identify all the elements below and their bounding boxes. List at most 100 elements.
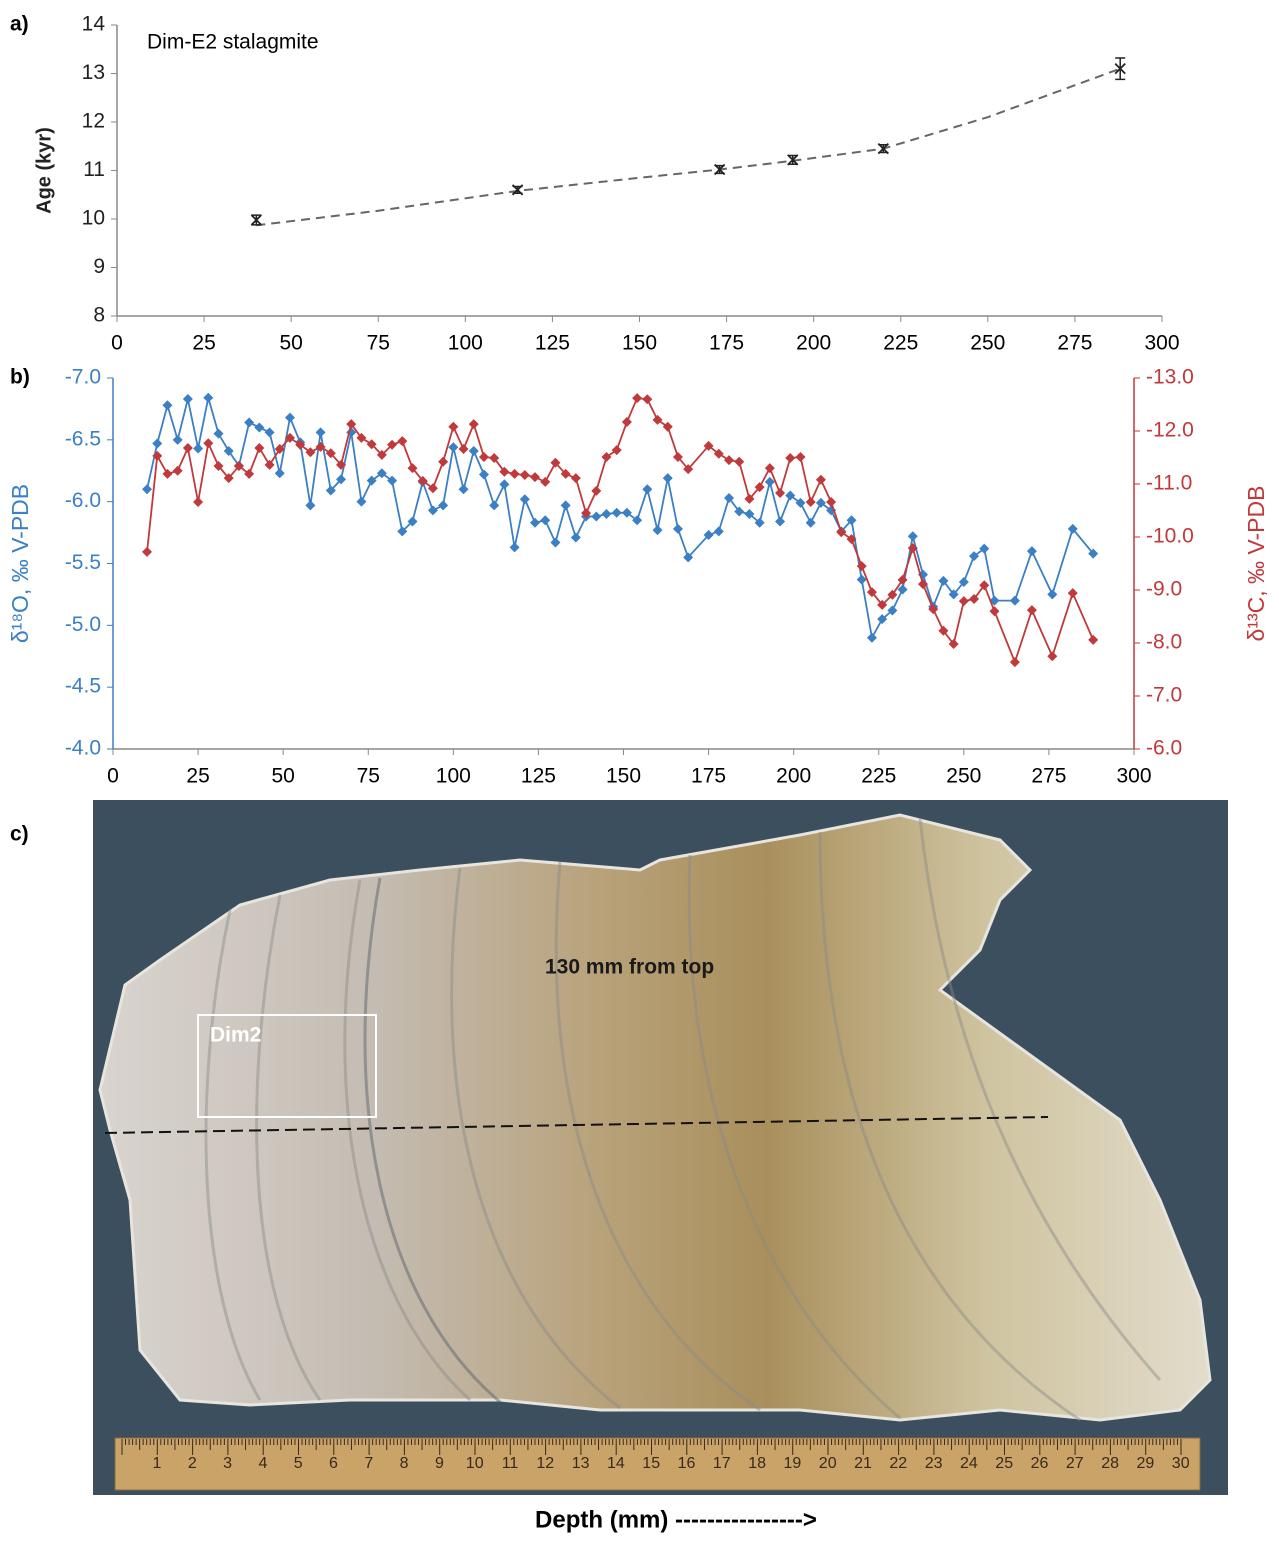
point <box>826 497 836 507</box>
x-tick-label: 0 <box>107 765 119 788</box>
point <box>183 394 193 404</box>
point <box>591 486 601 496</box>
point <box>459 484 469 494</box>
point <box>908 531 918 541</box>
y2-tick-label: -8.0 <box>1146 631 1182 654</box>
x-tick-label: 25 <box>186 765 209 788</box>
point <box>162 400 172 410</box>
point <box>601 509 611 519</box>
point <box>448 442 458 452</box>
point <box>356 497 366 507</box>
point <box>765 463 775 473</box>
y-tick-label: 13 <box>82 61 105 84</box>
ruler-label: 18 <box>748 1455 766 1472</box>
y2-axis-label: δ¹³C, ‰ V-PDB <box>1243 486 1269 642</box>
point <box>520 494 530 504</box>
x-tick-label: 250 <box>946 765 981 788</box>
point <box>612 508 622 518</box>
point <box>203 438 213 448</box>
point <box>479 452 489 462</box>
point <box>1068 588 1078 598</box>
y2-tick-label: -13.0 <box>1146 366 1194 389</box>
figure: Dim2 130 mm from top 1234567891011121314… <box>0 0 1279 1537</box>
point <box>499 479 509 489</box>
point <box>479 469 489 479</box>
ruler-label: 11 <box>502 1455 519 1472</box>
y-tick-label: 8 <box>93 304 105 327</box>
trend-line <box>256 69 1120 226</box>
point <box>142 547 152 557</box>
panel-label: b) <box>10 366 30 389</box>
point <box>816 475 826 485</box>
x-tick-label: 25 <box>192 332 215 355</box>
point <box>489 500 499 510</box>
ruler-label: 9 <box>435 1455 444 1472</box>
y-tick-label: 9 <box>93 255 105 278</box>
x-tick-label: 125 <box>535 332 570 355</box>
x-tick-label: 200 <box>776 765 811 788</box>
y-tick-label: 14 <box>82 13 106 36</box>
point <box>520 470 530 480</box>
point <box>428 505 438 515</box>
x-tick-label: 200 <box>796 332 831 355</box>
point <box>653 415 663 425</box>
y-tick-label: -6.0 <box>65 489 101 512</box>
point <box>673 524 683 534</box>
point <box>601 452 611 462</box>
point <box>795 452 805 462</box>
point <box>285 413 295 423</box>
ruler-label: 25 <box>995 1455 1013 1472</box>
y-axis-label: Age (kyr) <box>33 127 55 214</box>
point <box>469 419 479 429</box>
ruler-label: 3 <box>223 1455 232 1472</box>
point <box>571 473 581 483</box>
x-tick-label: 100 <box>436 765 471 788</box>
point <box>530 472 540 482</box>
point <box>214 429 224 439</box>
x-tick-label: 75 <box>367 332 390 355</box>
point <box>459 444 469 454</box>
point <box>806 497 816 507</box>
ruler-label: 26 <box>1031 1455 1049 1472</box>
point <box>193 497 203 507</box>
point <box>244 418 254 428</box>
page: {"chart_data": [ {"type": "scatter", "pa… <box>0 0 1279 1537</box>
point <box>162 469 172 479</box>
point <box>438 500 448 510</box>
ruler-label: 16 <box>678 1455 696 1472</box>
point <box>785 453 795 463</box>
y-tick-label: -4.0 <box>65 737 101 760</box>
ruler-label: 4 <box>258 1455 267 1472</box>
ruler-label: 22 <box>889 1455 907 1472</box>
annotation: 130 mm from top <box>545 956 714 979</box>
ruler-label: 27 <box>1066 1455 1084 1472</box>
y-tick-label: 12 <box>82 110 105 133</box>
point <box>642 484 652 494</box>
x-tick-label: 0 <box>111 332 123 355</box>
point <box>571 533 581 543</box>
ruler-label: 14 <box>607 1455 625 1472</box>
panel-label: c) <box>10 823 29 846</box>
point <box>1088 635 1098 645</box>
point <box>173 435 183 445</box>
y-tick-label: -4.5 <box>65 675 101 698</box>
point <box>316 427 326 437</box>
ruler-label: 8 <box>400 1455 409 1472</box>
point <box>1027 546 1037 556</box>
y-tick-label: -6.5 <box>65 427 101 450</box>
ruler-label: 5 <box>294 1455 303 1472</box>
ruler-label: 28 <box>1101 1455 1119 1472</box>
point <box>806 518 816 528</box>
x-tick-label: 175 <box>709 332 744 355</box>
y-axis-label: δ¹⁸O, ‰ V-PDB <box>7 484 33 643</box>
series-line <box>147 398 1093 638</box>
x-tick-label: 150 <box>606 765 641 788</box>
point <box>1010 596 1020 606</box>
y-tick-label: -5.0 <box>65 613 101 636</box>
point <box>1010 657 1020 667</box>
ruler-label: 10 <box>466 1455 484 1472</box>
point <box>632 393 642 403</box>
point <box>663 473 673 483</box>
point <box>989 606 999 616</box>
x-tick-label: 125 <box>521 765 556 788</box>
